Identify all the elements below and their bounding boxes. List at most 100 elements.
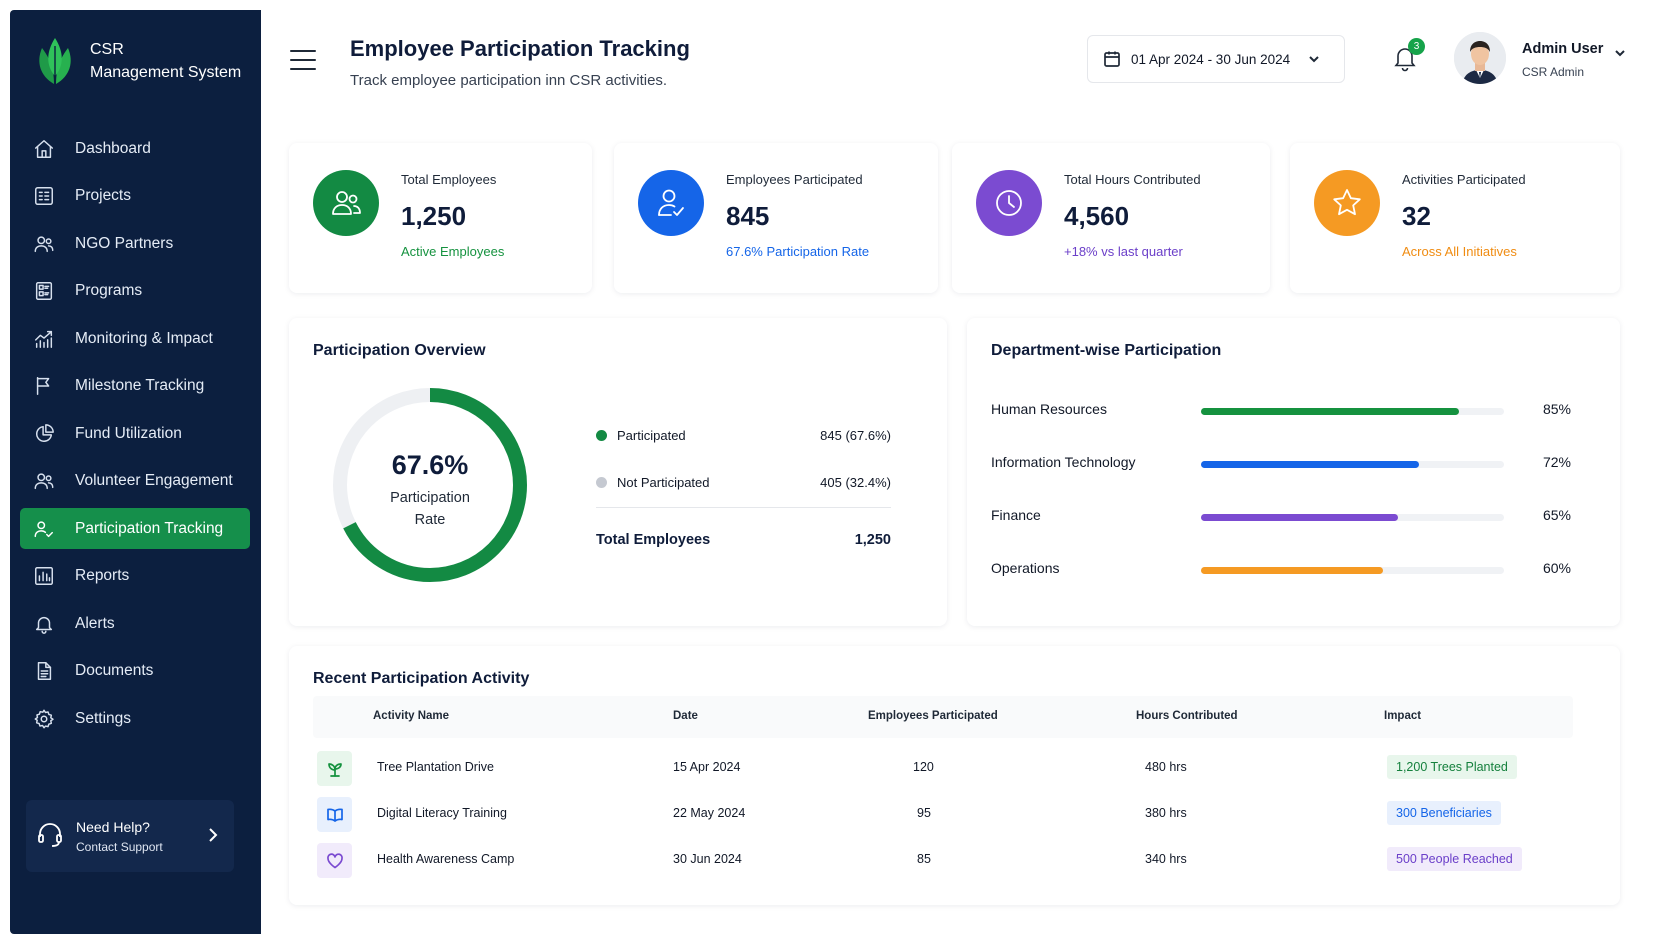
user-menu-chevron-icon[interactable] [1614,46,1626,64]
heart-icon [317,843,352,878]
impact-badge: 300 Beneficiaries [1387,801,1501,825]
dept-progress-track [1201,567,1504,574]
help-card[interactable]: Need Help? Contact Support [26,800,234,872]
legend-dot [596,477,607,488]
notifications-button[interactable]: 3 [1392,38,1425,74]
stat-card-employees-participated: Employees Participated 845 67.6% Partici… [614,143,938,293]
legend-value: 845 (67.6%) [820,428,891,443]
sidebar-item-label: Alerts [75,614,115,632]
stat-note: Across All Initiatives [1402,244,1517,259]
user-avatar-icon [1454,32,1506,84]
table-row[interactable]: Health Awareness Camp 30 Jun 2024 85 340… [313,838,1573,884]
sidebar-item-settings[interactable]: Settings [20,698,250,739]
programs-icon [32,279,56,303]
stat-card-activities: Activities Participated 32 Across All In… [1290,143,1620,293]
stat-icon-circle [976,170,1042,236]
dept-progress-fill [1201,514,1398,521]
stat-label: Total Hours Contributed [1064,172,1201,187]
sidebar-item-participation-tracking[interactable]: Participation Tracking [20,508,250,549]
sidebar-item-reports[interactable]: Reports [20,556,250,597]
legend-item-not-participated: Not Participated 405 (32.4%) [596,475,891,490]
activity-name: Digital Literacy Training [377,806,507,820]
users-icon [332,191,361,215]
impact-badge: 1,200 Trees Planted [1387,755,1517,779]
sidebar-item-dashboard[interactable]: Dashboard [20,128,250,169]
flag-icon [32,374,56,398]
department-participation-card: Department-wise Participation Human Reso… [967,318,1620,626]
user-check-icon [658,189,684,216]
menu-toggle-button[interactable] [290,50,316,72]
sidebar-item-fund-utilization[interactable]: Fund Utilization [20,413,250,454]
sidebar-item-alerts[interactable]: Alerts [20,603,250,644]
column-header-activity: Activity Name [373,710,450,722]
stat-card-total-hours: Total Hours Contributed 4,560 +18% vs la… [952,143,1270,293]
total-value: 1,250 [854,532,891,548]
projects-icon [32,184,56,208]
sidebar-item-label: Projects [75,187,131,204]
hamburger-line [290,59,316,61]
dept-row-operations: Operations 60% [991,560,1571,580]
column-header-employees: Employees Participated [868,710,998,722]
sidebar-item-documents[interactable]: Documents [20,651,250,692]
sidebar-item-ngo-partners[interactable]: NGO Partners [20,223,250,264]
sidebar-item-label: Milestone Tracking [75,377,205,394]
sidebar-item-label: Documents [75,662,154,679]
sidebar-item-monitoring-impact[interactable]: Monitoring & Impact [20,318,250,359]
sidebar-item-programs[interactable]: Programs [20,271,250,312]
headset-icon [36,820,64,853]
dept-progress-track [1201,408,1504,415]
bell-icon [32,612,56,636]
card-title: Participation Overview [313,342,486,359]
avatar[interactable] [1454,32,1506,84]
user-role: CSR Admin [1522,65,1585,79]
document-icon [32,659,56,683]
activity-employees: 120 [913,760,934,774]
sidebar-item-label: Volunteer Engagement [75,472,233,489]
dept-progress-fill [1201,408,1459,415]
date-range-picker[interactable]: 01 Apr 2024 - 30 Jun 2024 [1087,35,1345,83]
activity-date: 22 May 2024 [673,806,746,820]
stat-label: Employees Participated [726,172,863,187]
activity-date: 30 Jun 2024 [673,852,742,866]
sidebar: CSR Management System Dashboard Projects… [10,10,261,934]
stat-icon-circle [313,170,379,236]
hamburger-line [290,50,316,52]
legend-label: Not Participated [617,475,710,490]
table-row[interactable]: Digital Literacy Training 22 May 2024 95… [313,792,1573,838]
users-icon [32,469,56,493]
dept-progress-fill [1201,567,1383,574]
card-title: Recent Participation Activity [313,670,530,687]
help-title: Need Help? [76,818,150,835]
dept-row-information-technology: Information Technology 72% [991,454,1571,474]
total-label: Total Employees [596,532,711,548]
card-title: Department-wise Participation [991,342,1222,359]
stat-value: 845 [726,201,770,231]
donut-participated-arc [333,388,527,582]
dept-progress-fill [1201,461,1420,468]
brand[interactable]: CSR Management System [34,36,241,86]
stat-value: 32 [1402,201,1431,231]
activity-employees: 95 [917,806,931,820]
brand-line-1: CSR [90,41,124,58]
sidebar-item-projects[interactable]: Projects [20,176,250,217]
stat-note: Active Employees [401,244,505,259]
donut-center: 67.6% Participation Rate [329,384,531,531]
page-title: Employee Participation Tracking [350,36,690,61]
bar-chart-icon [32,564,56,588]
hamburger-line [290,68,316,70]
column-header-date: Date [673,710,698,722]
activity-hours: 480 hrs [1145,760,1187,774]
home-icon [32,137,56,161]
chart-line-icon [32,327,56,351]
sidebar-item-label: Settings [75,709,132,727]
activity-employees: 85 [917,852,931,866]
column-header-hours: Hours Contributed [1136,710,1238,722]
sidebar-item-milestone-tracking[interactable]: Milestone Tracking [20,366,250,407]
activity-hours: 340 hrs [1145,852,1187,866]
table-row[interactable]: Tree Plantation Drive 15 Apr 2024 120 48… [313,746,1573,792]
dept-name: Information Technology [991,454,1136,470]
dept-name: Human Resources [991,401,1107,417]
donut-rate: 67.6% [391,450,469,480]
help-subtitle: Contact Support [76,839,163,854]
sidebar-item-volunteer-engagement[interactable]: Volunteer Engagement [20,461,250,502]
